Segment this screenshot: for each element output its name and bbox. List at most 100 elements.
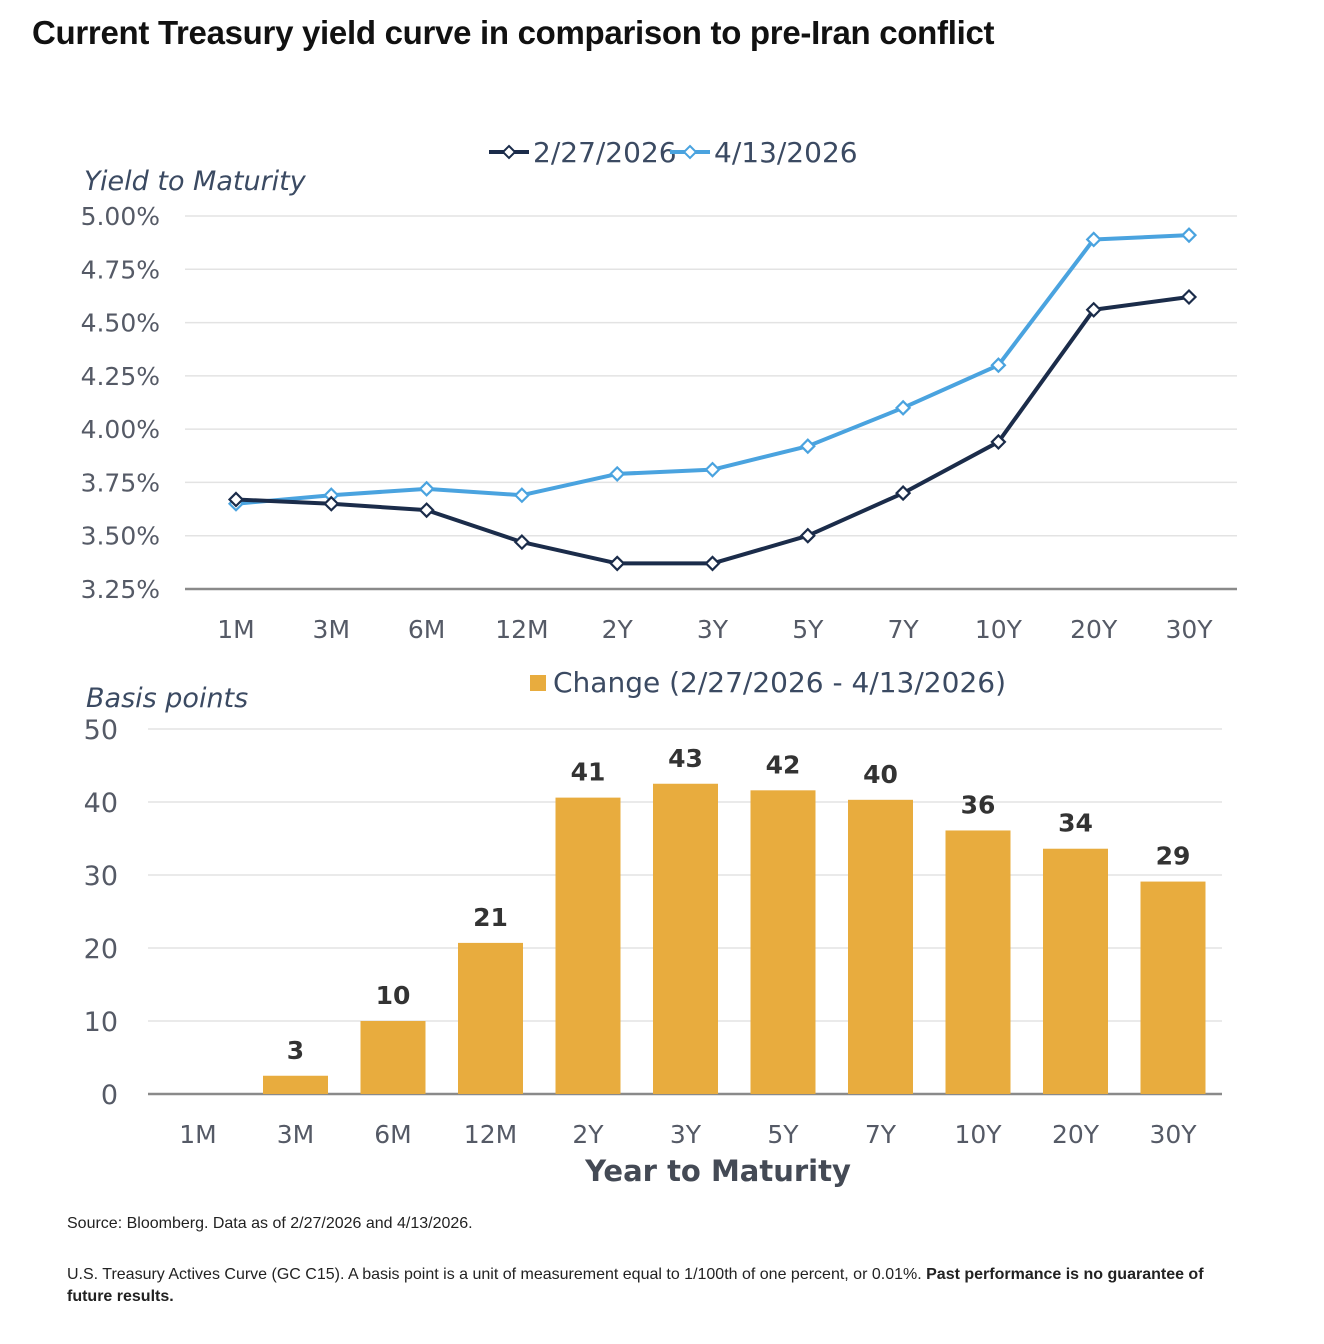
bar-data-label: 43 <box>668 744 703 773</box>
bar-data-label: 36 <box>961 790 996 819</box>
bar-data-label: 21 <box>473 903 508 932</box>
line-point <box>895 485 912 502</box>
page-title: Current Treasury yield curve in comparis… <box>32 14 995 51</box>
bar-y-tick-label: 20 <box>84 934 118 965</box>
bar-3y <box>653 783 718 1094</box>
bar-y-tick-label: 40 <box>84 788 118 819</box>
line-point <box>990 433 1007 450</box>
line-point <box>323 495 340 512</box>
bar-10y <box>945 830 1011 1094</box>
line-chart-y-axis-label: Yield to Maturity <box>84 166 307 197</box>
bar-x-tick-label: 3Y <box>670 1120 702 1149</box>
bar-5y <box>750 790 816 1094</box>
bar-6m <box>360 1021 426 1094</box>
line-point <box>609 555 626 572</box>
line-point <box>704 461 721 478</box>
line-point <box>1180 288 1198 306</box>
line-point <box>418 502 435 519</box>
bar-data-label: 40 <box>863 760 898 789</box>
bar-y-tick-label: 0 <box>101 1080 118 1111</box>
line-point <box>990 357 1007 374</box>
line-point <box>799 438 816 455</box>
source-note: Source: Bloomberg. Data as of 2/27/2026 … <box>67 1215 473 1232</box>
line-point <box>513 487 530 504</box>
line-point <box>609 465 626 482</box>
bar-y-tick-label: 50 <box>84 715 118 746</box>
bar-12m <box>458 942 523 1094</box>
bar-30y <box>1140 881 1206 1094</box>
bar-x-tick-label: 1M <box>179 1120 216 1149</box>
line-y-tick-label: 4.75% <box>81 255 160 284</box>
line-point <box>418 480 435 497</box>
bar-chart-bars <box>263 783 1206 1094</box>
line-y-tick-label: 4.25% <box>81 362 160 391</box>
legend-entry-change: Change (2/27/2026 - 4/13/2026) <box>553 666 1006 699</box>
line-y-tick-label: 3.50% <box>81 522 160 551</box>
line-x-tick-label: 6M <box>408 615 445 644</box>
bar-data-label: 41 <box>571 758 606 787</box>
bar-x-tick-label: 20Y <box>1052 1120 1100 1149</box>
line-point <box>799 527 816 544</box>
bar-data-label: 29 <box>1156 842 1191 871</box>
yield-curve-chart: 2/27/2026 4/13/2026 Yield to Maturity 5.0… <box>81 136 1237 644</box>
bar-x-tick-label: 3M <box>277 1120 314 1149</box>
line-chart-gridlines <box>185 215 1237 591</box>
legend-entry-2: 4/13/2026 <box>714 136 858 169</box>
line-chart-series <box>227 227 1198 572</box>
bar-x-tick-label: 2Y <box>572 1120 604 1149</box>
line-x-tick-label: 2Y <box>602 615 634 644</box>
bar-chart-y-ticks: 50 40 30 20 10 0 <box>84 715 118 1111</box>
line-x-tick-label: 3Y <box>697 615 729 644</box>
legend-marker <box>682 144 698 160</box>
bar-chart-x-axis-label: Year to Maturity <box>584 1154 851 1188</box>
bar-2y <box>555 797 621 1094</box>
line-chart-legend: 2/27/2026 4/13/2026 <box>489 136 858 169</box>
legend-marker <box>501 144 517 160</box>
line-point <box>1085 231 1102 248</box>
bar-chart-x-ticks: 1M 3M 6M 12M 2Y 3Y 5Y 7Y 10Y 20Y 30Y <box>179 1120 1197 1149</box>
line-x-tick-label: 7Y <box>888 615 920 644</box>
line-x-tick-label: 1M <box>217 615 254 644</box>
bar-x-tick-label: 7Y <box>865 1120 897 1149</box>
bar-y-tick-label: 30 <box>84 861 118 892</box>
line-point <box>227 491 245 508</box>
line-y-tick-label: 3.25% <box>81 575 160 604</box>
line-point <box>895 399 912 416</box>
bar-x-tick-label: 12M <box>464 1120 517 1149</box>
bar-x-tick-label: 10Y <box>954 1120 1002 1149</box>
charts-figure: 2/27/2026 4/13/2026 Yield to Maturity 5.0… <box>81 136 1237 1188</box>
bar-x-tick-label: 5Y <box>767 1120 799 1149</box>
line-point <box>513 534 530 551</box>
bar-x-tick-label: 30Y <box>1149 1120 1197 1149</box>
line-point <box>1085 301 1102 318</box>
line-y-tick-label: 4.50% <box>81 309 160 338</box>
bar-y-tick-label: 10 <box>84 1007 118 1038</box>
definition-note: U.S. Treasury Actives Curve (GC C15). A … <box>67 1264 1247 1308</box>
legend-entry-1: 2/27/2026 <box>533 136 677 169</box>
bar-chart-legend: Change (2/27/2026 - 4/13/2026) <box>530 666 1006 699</box>
line-y-tick-label: 3.75% <box>81 468 160 497</box>
line-x-tick-label: 20Y <box>1070 615 1118 644</box>
bar-3m <box>263 1075 328 1094</box>
bar-data-label: 10 <box>376 981 411 1010</box>
bar-chart-y-axis-label: Basis points <box>86 683 248 714</box>
line-chart-y-ticks: 5.00% 4.75% 4.50% 4.25% 4.00% 3.75% 3.50% 3.25% <box>81 202 160 604</box>
line-x-tick-label: 12M <box>495 615 548 644</box>
basis-point-change-chart: Change (2/27/2026 - 4/13/2026) Basis poi… <box>84 666 1222 1188</box>
line-x-tick-label: 30Y <box>1165 615 1213 644</box>
line-y-tick-label: 5.00% <box>81 202 160 231</box>
line-chart-x-ticks: 1M 3M 6M 12M 2Y 3Y 5Y 7Y 10Y 20Y 30Y <box>217 615 1213 644</box>
line-x-tick-label: 10Y <box>975 615 1023 644</box>
bar-data-label: 3 <box>287 1036 304 1065</box>
line-x-tick-label: 3M <box>313 615 350 644</box>
disclaimer-text: Past performance is no guarantee of futu… <box>67 1266 1204 1305</box>
line-point <box>704 555 721 572</box>
bar-20y <box>1043 848 1108 1094</box>
line-point <box>1180 227 1198 244</box>
bar-data-label: 42 <box>766 750 801 779</box>
bar-x-tick-label: 6M <box>374 1120 411 1149</box>
definition-text: U.S. Treasury Actives Curve (GC C15). A … <box>67 1266 922 1283</box>
bar-7y <box>848 799 913 1094</box>
line-series-1 <box>235 295 1190 566</box>
bar-chart-data-labels: 3 10 21 41 43 42 40 36 34 29 <box>287 744 1191 1065</box>
